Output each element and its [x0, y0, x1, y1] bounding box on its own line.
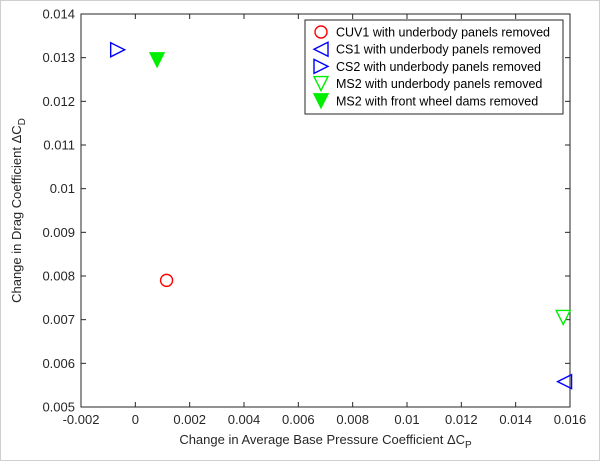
x-tick-label: 0.002 — [173, 412, 206, 427]
legend-marker — [312, 93, 330, 110]
x-tick-label: 0.01 — [394, 412, 419, 427]
plot-box — [80, 13, 571, 408]
legend-box — [304, 19, 564, 115]
y-axis-label-subscript: D — [17, 118, 28, 125]
x-tick-label: 0.016 — [554, 412, 587, 427]
x-tick-label: 0.004 — [228, 412, 261, 427]
y-axis-label-main: Change in Drag Coefficient ΔC — [9, 125, 24, 303]
tick-labels: -0.002 0 0.002 0.004 0.006 0.008 0.01 0.012 0.01… — [42, 7, 586, 428]
legend-label: MS2 with front wheel dams removed — [336, 94, 538, 108]
y-tick-label: 0.014 — [42, 7, 75, 22]
x-tick-label: 0.012 — [445, 412, 478, 427]
x-axis-label-subscript: P — [465, 440, 472, 451]
legend-marker — [314, 25, 328, 39]
data-point — [159, 273, 174, 288]
y-axis-label: Change in Drag Coefficient ΔCD — [9, 118, 28, 303]
data-point — [148, 52, 166, 69]
x-axis-label: Change in Average Base Pressure Coeffici… — [179, 432, 472, 451]
legend: CUV1 with underbody panels removed CS1 wi… — [304, 19, 564, 115]
y-tick-label: 0.013 — [42, 50, 75, 65]
y-tick-label: 0.006 — [42, 356, 75, 371]
x-tick-label: -0.002 — [63, 412, 100, 427]
y-tick-label: 0.005 — [42, 400, 75, 415]
legend-label: CS2 with underbody panels removed — [336, 60, 541, 74]
data-point — [555, 309, 572, 327]
y-tick-label: 0.012 — [42, 94, 75, 109]
legend-label: MS2 with underbody panels removed — [336, 77, 542, 91]
y-tick-label: 0.007 — [42, 312, 75, 327]
data-point — [109, 41, 127, 58]
x-tick-label: 0.006 — [282, 412, 315, 427]
legend-marker — [313, 58, 330, 75]
y-tick-label: 0.008 — [42, 269, 75, 284]
x-tick-label: 0.014 — [499, 412, 532, 427]
legend-label: CS1 with underbody panels removed — [336, 43, 541, 57]
x-tick-label: 0 — [132, 412, 139, 427]
y-tick-label: 0.011 — [43, 138, 75, 153]
legend-marker — [312, 75, 330, 93]
x-axis-label-main: Change in Average Base Pressure Coeffici… — [179, 432, 465, 447]
data-point — [556, 373, 573, 390]
data-points — [109, 41, 573, 390]
legend-marker — [312, 41, 329, 58]
y-tick-label: 0.01 — [50, 181, 75, 196]
x-tick-label: 0.008 — [336, 412, 369, 427]
legend-label: CUV1 with underbody panels removed — [336, 26, 550, 40]
y-tick-label: 0.009 — [42, 225, 75, 240]
